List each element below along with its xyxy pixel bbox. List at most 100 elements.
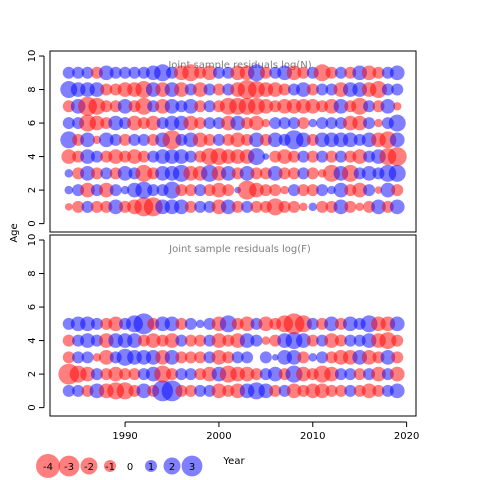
residual-bubble <box>306 150 319 163</box>
residual-bubble <box>80 132 95 148</box>
residual-bubble <box>334 334 347 347</box>
residual-bubble <box>305 98 321 114</box>
residual-bubble <box>297 167 310 180</box>
residual-bubble <box>271 354 279 361</box>
residual-bubble <box>380 98 396 114</box>
residual-bubble <box>212 66 225 79</box>
residual-bubble <box>239 316 255 332</box>
residual-bubble <box>163 181 181 199</box>
residual-bubble <box>344 368 357 381</box>
residual-bubble <box>391 184 404 197</box>
y-tick-label: 10 <box>27 234 38 247</box>
residual-bubble <box>184 184 197 197</box>
residual-bubble <box>89 115 105 131</box>
residual-bubble <box>175 317 188 330</box>
residual-bubble <box>308 118 318 128</box>
residual-bubble <box>175 384 188 397</box>
residual-bubble <box>353 368 366 381</box>
residual-bubble <box>128 368 141 381</box>
legend-bubble <box>58 455 80 477</box>
legend-label: -2 <box>84 462 94 473</box>
residual-bubble <box>127 149 142 164</box>
residual-bubble <box>109 133 122 146</box>
residual-bubble <box>316 150 329 163</box>
y-tick-label: 2 <box>27 371 38 377</box>
residual-bubble <box>90 167 103 180</box>
residual-bubble <box>108 115 124 131</box>
residual-bubble <box>316 184 329 197</box>
residual-bubble <box>314 383 330 399</box>
residual-bubble <box>175 368 188 381</box>
residual-bubble <box>62 66 75 79</box>
residual-bubble <box>278 200 291 213</box>
residual-bubble <box>230 132 246 148</box>
residual-bubble <box>280 185 289 195</box>
residual-bubble <box>81 200 94 213</box>
residual-bubble <box>80 366 95 382</box>
residual-bubble <box>361 165 377 181</box>
legend-label: 1 <box>148 462 154 473</box>
residual-bubble <box>306 317 319 330</box>
residual-bubble <box>288 117 300 130</box>
residual-bubble <box>297 184 310 197</box>
legend: -4 -3 -2 -1 0 1 2 3 <box>36 454 203 478</box>
residual-bubble <box>90 200 103 213</box>
residual-bubble <box>306 184 319 197</box>
panel-logN-yaxis: 0 2 4 6 8 10 <box>27 50 45 227</box>
residual-bubble <box>162 130 182 150</box>
residual-bubble <box>98 132 114 148</box>
residual-bubble <box>98 349 114 365</box>
legend-label: -3 <box>64 462 74 473</box>
residual-bubble <box>61 149 77 164</box>
residual-bubble <box>288 150 300 163</box>
residual-bubble <box>259 184 272 197</box>
residual-bubble <box>175 351 188 364</box>
residual-bubble <box>288 200 300 213</box>
residual-bubble <box>90 368 103 381</box>
residual-bubble <box>231 351 244 364</box>
residual-bubble <box>220 199 236 215</box>
residual-bubble <box>247 64 265 82</box>
residual-bubble <box>352 182 368 198</box>
residual-bubble <box>296 333 311 348</box>
residual-bubble <box>369 81 387 99</box>
residual-bubble <box>286 383 302 399</box>
residual-bubble <box>194 334 207 347</box>
y-tick-label: 10 <box>27 50 38 63</box>
panel-logF-xaxis: 1990 2000 2010 2020 <box>112 421 419 442</box>
residual-bubble <box>109 184 122 197</box>
residual-bubble <box>239 165 255 181</box>
x-tick-label: 2000 <box>206 431 231 442</box>
panel-logN: Joint sample residuals log(N) 0 2 4 6 8 10 <box>27 50 417 233</box>
residual-bubble <box>80 316 95 332</box>
residual-bubble <box>352 115 368 131</box>
residual-bubble <box>380 349 396 365</box>
residual-bubble <box>137 150 150 163</box>
residual-bubble <box>203 83 216 96</box>
residual-bubble <box>174 199 189 215</box>
residual-bubble <box>164 349 180 365</box>
residual-bubble <box>241 200 254 213</box>
residual-bubble <box>164 98 180 114</box>
residual-bubble <box>250 167 263 180</box>
residual-bubble <box>135 164 153 182</box>
legend-label: 2 <box>169 462 175 473</box>
residual-bubble <box>313 64 331 82</box>
residual-bubble <box>316 117 329 130</box>
residual-bubble <box>147 184 160 197</box>
residual-bubble <box>351 97 369 115</box>
residual-bubble <box>175 184 188 197</box>
y-tick-label: 4 <box>27 153 38 159</box>
panel-logF-title: Joint sample residuals log(F) <box>168 244 311 255</box>
residual-bubble <box>363 184 376 197</box>
residual-bubble <box>98 65 114 81</box>
residual-bubble <box>184 200 197 213</box>
residual-bubble <box>109 66 122 79</box>
residual-bubble <box>90 317 103 330</box>
residual-bubble <box>89 82 105 97</box>
residual-bubble <box>388 114 406 132</box>
residual-bubble <box>278 83 291 96</box>
residual-bubble <box>389 366 405 382</box>
residual-bubble <box>267 165 283 181</box>
residual-bubble <box>120 185 130 195</box>
